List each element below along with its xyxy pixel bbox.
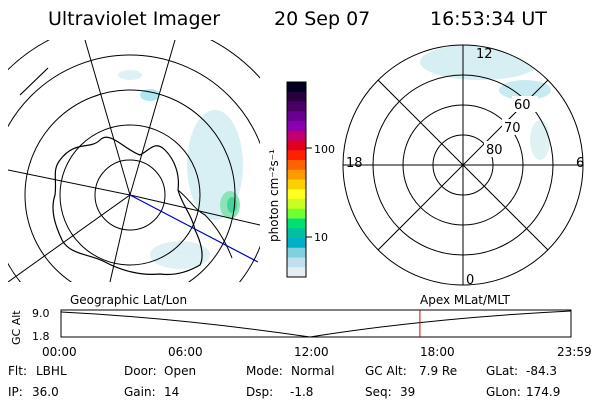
timeline-xtick-1200: 12:00 [294, 345, 329, 359]
status-footer: Flt: LBHL Door: Open Mode: Normal GC Alt… [8, 364, 560, 399]
colorbar-cell [287, 238, 306, 249]
colorbar-cell [287, 82, 306, 93]
mlat-label-80: 80 [486, 143, 503, 158]
colorbar-cell [287, 91, 306, 103]
date-label: 20 Sep 07 [274, 8, 370, 30]
timeline-xtick-2359: 23:59 [557, 345, 592, 359]
timeline-xtick-0000: 00:00 [42, 345, 77, 359]
glat-label: GLat: [486, 364, 518, 378]
dsp-label: Dsp: [246, 385, 273, 399]
mlt-label-6: 6 [576, 156, 584, 171]
colorbar-cell [287, 208, 306, 220]
colorbar-cell [287, 228, 306, 239]
gain-value: 14 [164, 385, 179, 399]
timeline-left-caption: Geographic Lat/Lon [70, 293, 187, 307]
colorbar-frame [286, 81, 307, 278]
altitude-timeline: GC Alt 9.0 1.8 Geographic Lat/Lon Apex M… [10, 293, 592, 359]
mode-label: Mode: [246, 364, 283, 378]
ip-value: 36.0 [32, 385, 59, 399]
mlt-label-18: 18 [346, 156, 363, 171]
colorbar-cell [287, 160, 306, 171]
timeline-xtick-1800: 18:00 [420, 345, 455, 359]
door-label: Door: [124, 364, 157, 378]
mlat-label-60: 60 [514, 98, 531, 113]
gain-label: Gain: [124, 385, 156, 399]
timeline-right-caption: Apex MLat/MLT [420, 293, 510, 307]
timeline-ytick-bottom: 1.8 [32, 330, 50, 343]
colorbar-cell [287, 247, 306, 259]
terminator-line [129, 194, 259, 263]
colorbar-label: photon cm⁻²s⁻¹ [267, 149, 281, 242]
antarctica-coastline [52, 136, 203, 276]
colorbar-cell [287, 169, 306, 181]
flt-value: LBHL [36, 364, 67, 378]
lat-circles-left [8, 40, 260, 282]
glon-label: GLon: [486, 385, 521, 399]
colorbar-cell [287, 150, 306, 161]
mlat-label-70: 70 [504, 121, 521, 136]
mlt-label-0: 0 [466, 273, 474, 288]
seq-value: 39 [400, 385, 415, 399]
magnetic-polar-plot: 60 70 80 12 18 6 0 [342, 44, 584, 288]
colorbar-cell [287, 101, 306, 112]
gc-alt-value: 7.9 Re [419, 364, 457, 378]
instrument-title: Ultraviolet Imager [48, 8, 220, 30]
colorbar-cell [287, 218, 306, 229]
colorbar-cell [287, 140, 306, 151]
glat-value: -84.3 [526, 364, 557, 378]
time-label: 16:53:34 UT [430, 8, 547, 30]
timeline-xtick-0600: 06:00 [168, 345, 203, 359]
glon-value: 174.9 [526, 385, 560, 399]
peninsula-coastline [177, 189, 233, 259]
colorbar-cell [287, 179, 306, 190]
colorbar-tick-100: 100 [314, 143, 335, 156]
colorbar-cell [287, 121, 306, 132]
colorbar-tick-10: 10 [314, 231, 328, 244]
colorbar-cell [287, 130, 306, 142]
door-value: Open [164, 364, 196, 378]
geographic-map [8, 40, 260, 282]
colorbar-cell [287, 267, 306, 278]
gc-alt-label: GC Alt: [365, 364, 407, 378]
mlt-label-12: 12 [476, 47, 493, 62]
flt-label: Flt: [8, 364, 27, 378]
altitude-curve [60, 310, 572, 338]
colorbar-cell [287, 111, 306, 122]
mlt-lines [343, 45, 583, 285]
timeline-ytick-top: 9.0 [32, 307, 50, 320]
colorbar-gradient [287, 82, 306, 278]
meridians-left [8, 40, 260, 282]
aurora-speckle-left [118, 70, 243, 269]
seq-label: Seq: [365, 385, 392, 399]
south-america-outline [19, 67, 49, 96]
dsp-value: -1.8 [290, 385, 313, 399]
ip-label: IP: [8, 385, 23, 399]
colorbar: 100 10 photon cm⁻²s⁻¹ [267, 81, 335, 278]
mode-value: Normal [291, 364, 334, 378]
timeline-axis-title: GC Alt [10, 310, 23, 345]
colorbar-cell [287, 257, 306, 268]
timeline-frame [60, 309, 572, 338]
colorbar-cell [287, 199, 306, 210]
colorbar-cell [287, 189, 306, 200]
